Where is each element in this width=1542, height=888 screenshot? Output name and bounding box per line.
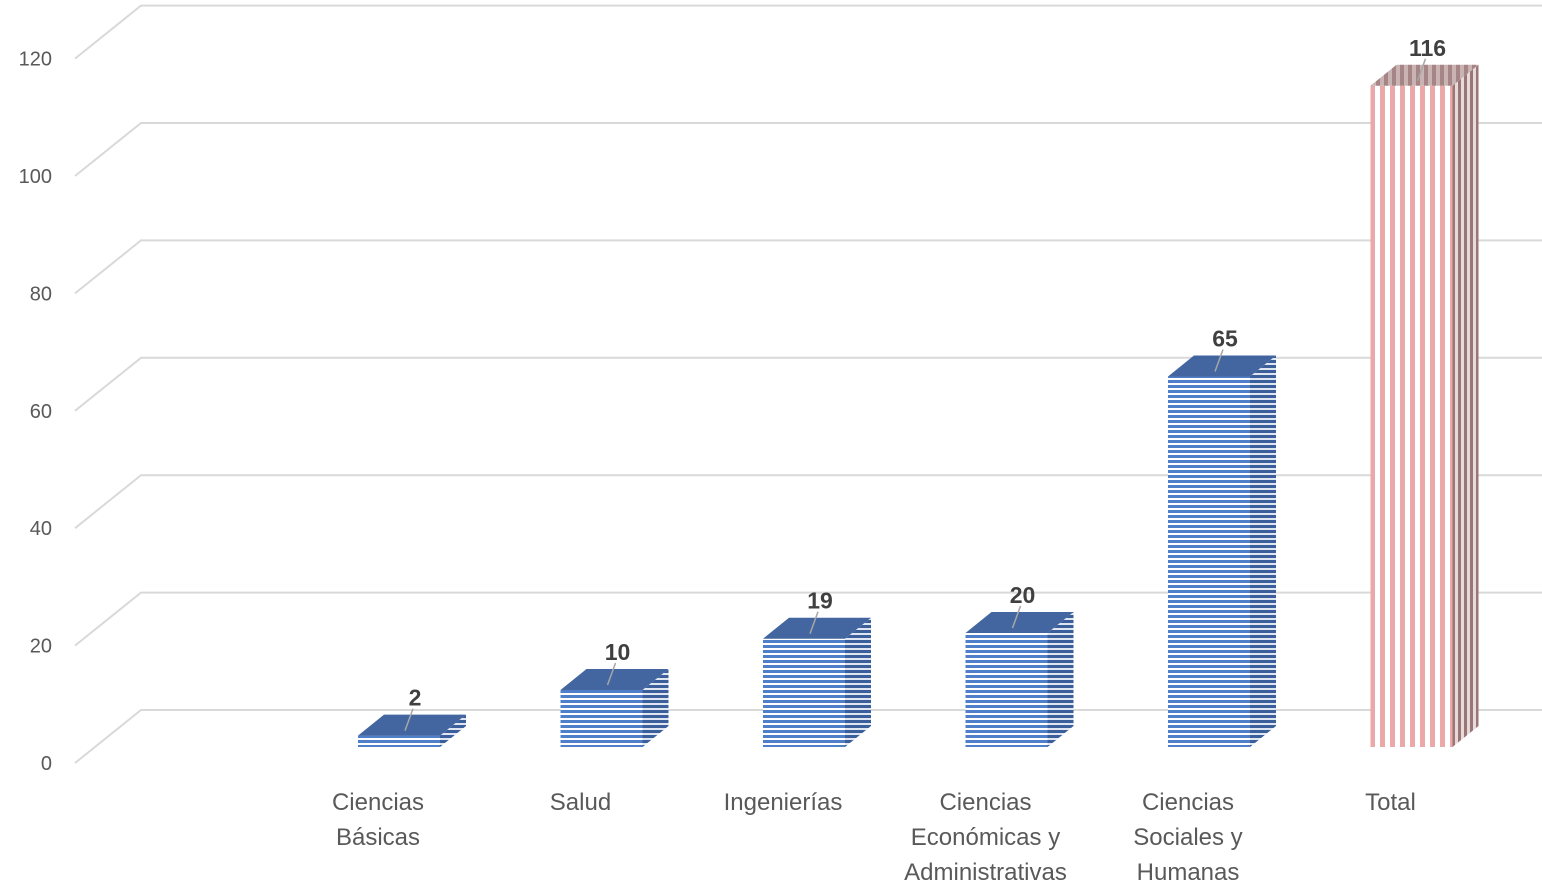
category-label: Salud: [550, 789, 611, 816]
bar-side: [1047, 612, 1074, 747]
bar-side: [845, 617, 871, 747]
y-tick-label: 60: [30, 401, 52, 423]
bar: [1370, 64, 1479, 748]
bar-side: [1250, 355, 1276, 747]
y-tick-label: 100: [19, 166, 52, 188]
bar-front: [560, 690, 643, 747]
y-tick-label: 0: [41, 753, 52, 775]
data-label: 65: [1212, 326, 1238, 352]
gridlines: [74, 4, 1542, 764]
data-label: 10: [605, 639, 631, 665]
data-label-leader: [1416, 58, 1427, 82]
y-tick-label: 20: [30, 636, 52, 658]
category-label: Ingenierías: [724, 789, 843, 816]
data-label-leader: [1214, 349, 1224, 372]
category-labels: Ciencias Básicas Salud Ingenierías Ciencias E…: [332, 789, 1416, 886]
data-label: 2: [409, 685, 422, 711]
bar-top: [763, 617, 871, 639]
bar-top: [1370, 64, 1479, 86]
data-labels: 2 10 19 20 65 116: [404, 35, 1446, 731]
gridline: [74, 4, 1542, 60]
category-label-line: Ciencias: [939, 789, 1031, 816]
gridline: [74, 239, 1542, 295]
gridline: [74, 356, 1542, 412]
bar: [560, 669, 669, 747]
category-label: Total: [1365, 789, 1416, 816]
bar-front: [965, 633, 1048, 747]
category-label-line: Total: [1365, 789, 1416, 816]
bar: [1168, 355, 1276, 747]
data-label: 116: [1409, 35, 1446, 61]
category-label-line: Humanas: [1137, 859, 1240, 886]
bar: [763, 617, 871, 747]
bar-top: [1168, 355, 1276, 377]
y-axis-tick-labels: 0 20 40 60 80 100 120: [19, 49, 52, 775]
category-label-line: Económicas y: [911, 824, 1060, 851]
category-label-line: Ciencias: [332, 789, 424, 816]
category-label-line: Administrativas: [904, 859, 1067, 886]
gridline: [74, 591, 1542, 647]
bar-side: [440, 714, 466, 747]
y-tick-label: 80: [30, 283, 52, 305]
gridline: [74, 709, 1542, 764]
y-tick-label: 40: [30, 518, 52, 540]
data-label-leader: [809, 611, 819, 634]
bar-side: [1452, 64, 1479, 748]
bar-front: [1370, 85, 1453, 748]
gridline: [74, 122, 1542, 177]
data-label-leader: [404, 708, 414, 731]
category-label-line: Sociales y: [1133, 824, 1242, 851]
bars: [358, 64, 1479, 748]
bar-side: [642, 669, 669, 747]
data-label: 19: [807, 588, 833, 614]
gridline: [74, 474, 1542, 529]
bar-top: [965, 612, 1074, 633]
category-label-line: Salud: [550, 789, 611, 816]
bar-top: [358, 714, 466, 736]
bar: [358, 714, 466, 747]
data-label-leader: [1011, 605, 1022, 629]
bar-front: [1168, 376, 1250, 747]
category-label: Ciencias Sociales y Humanas: [1133, 789, 1242, 886]
bar-top: [560, 669, 669, 690]
data-label: 20: [1010, 582, 1036, 608]
category-label-line: Ciencias: [1142, 789, 1234, 816]
y-tick-label: 120: [19, 49, 52, 71]
category-label-line: Ingenierías: [724, 789, 843, 816]
bar-front: [358, 735, 440, 747]
data-label-leader: [606, 662, 617, 686]
category-label: Ciencias Básicas: [332, 789, 424, 851]
category-label: Ciencias Económicas y Administrativas: [904, 789, 1067, 886]
category-label-line: Básicas: [336, 824, 420, 851]
bar: [965, 612, 1074, 747]
bar-front: [763, 638, 845, 747]
